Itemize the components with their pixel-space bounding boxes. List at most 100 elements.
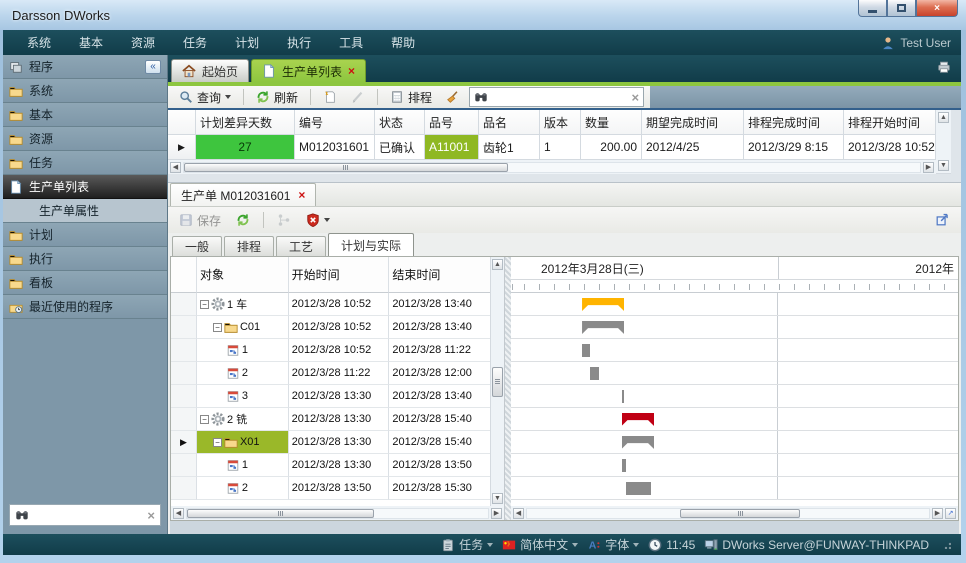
grid-col-header-计划差异天数[interactable]: 计划差异天数 [196,110,295,135]
schedule-button[interactable]: 排程 [385,87,437,108]
scroll-thumb[interactable] [187,508,374,518]
status-font-menu[interactable]: A 字体 [587,536,640,553]
gantt-bar-task[interactable] [626,482,652,495]
sidebar-item-看板[interactable]: 看板 [3,271,167,295]
tree-row-1[interactable]: 1 2012/3/28 10:52 2012/3/28 11:22 [171,339,490,362]
sidebar-item-执行[interactable]: 执行 [3,247,167,271]
menu-item-4[interactable]: 任务 [183,36,208,50]
close-button[interactable]: × [916,0,958,17]
tree-vscrollbar[interactable]: ▲ ▼ [490,257,504,506]
workflow-button[interactable] [272,211,296,229]
edit-button[interactable] [346,88,370,106]
tree-row-3[interactable]: 3 2012/3/28 13:30 2012/3/28 13:40 [171,385,490,408]
scroll-thumb[interactable] [679,508,801,518]
tree-collapse-icon[interactable]: − [212,437,222,447]
splitter-handle[interactable] [505,257,511,520]
tab-close-icon[interactable]: × [348,64,356,78]
tab-生产单列表[interactable]: 生产单列表 × [251,59,367,82]
tree-row-C01[interactable]: − C01 2012/3/28 10:52 2012/3/28 13:40 [171,316,490,339]
menu-item-1[interactable]: 系统 [27,36,52,50]
sidebar-item-生产单属性[interactable]: 生产单属性 [3,199,167,223]
cancel-confirm-button[interactable] [301,211,335,229]
filter-clear-icon[interactable]: × [631,89,640,105]
grid-col-header-品号[interactable]: 品号 [425,110,479,135]
tree-object-cell[interactable]: 3 [196,385,289,408]
grid-cell-排程完成时间[interactable]: 2012/3/29 8:15 [744,135,844,160]
scroll-up-icon[interactable]: ▲ [492,259,503,270]
query-button[interactable]: 查询 [174,87,236,108]
grid-cell-数量[interactable]: 200.00 [581,135,642,160]
tree-object-cell[interactable]: − X01 [196,431,289,454]
menu-item-6[interactable]: 执行 [287,36,312,50]
menu-item-5[interactable]: 计划 [235,36,260,50]
scroll-right-icon[interactable]: ▶ [491,507,502,519]
save-button[interactable]: 保存 [174,210,226,231]
sidebar-item-基本[interactable]: 基本 [3,103,167,127]
grid-col-header-期望完成时间[interactable]: 期望完成时间 [642,110,744,135]
tree-object-cell[interactable]: − 2 铣 [196,408,289,431]
tree-col-header-开始时间[interactable]: 开始时间 [288,257,390,293]
sidebar-item-任务[interactable]: 任务 [3,151,167,175]
grid-cell-品号[interactable]: A11001 [425,135,479,160]
minimize-button[interactable] [858,0,887,17]
grid-hscrollbar[interactable]: ◀ ▶ [168,160,936,174]
gantt-bar-summary[interactable] [582,298,624,311]
scroll-right-icon[interactable]: ▶ [932,507,943,519]
grid-col-header-版本[interactable]: 版本 [540,110,581,135]
tree-row-2[interactable]: 2 2012/3/28 13:50 2012/3/28 15:30 [171,477,490,500]
tree-object-cell[interactable]: 1 [196,454,289,477]
maximize-button[interactable] [887,0,916,17]
resize-grip[interactable] [942,540,951,549]
gantt-bar-task[interactable] [621,390,625,403]
tree-collapse-icon[interactable]: − [199,299,209,309]
user-badge[interactable]: Test User [881,36,951,50]
tree-row-1[interactable]: 1 2012/3/28 13:30 2012/3/28 13:50 [171,454,490,477]
status-language-menu[interactable]: 简体中文 [502,536,579,553]
grid-cell-编号[interactable]: M012031601 [295,135,375,160]
detail-doc-tab[interactable]: 生产单 M012031601 × [170,183,317,206]
grid-col-header-编号[interactable]: 编号 [295,110,375,135]
printer-icon[interactable] [937,60,951,74]
scroll-up-icon[interactable]: ▲ [938,112,949,123]
grid-col-header-状态[interactable]: 状态 [375,110,425,135]
sidebar-item-计划[interactable]: 计划 [3,223,167,247]
sidebar-collapse-button[interactable]: « [145,59,161,74]
detail-refresh-button[interactable] [231,211,255,229]
detail-tab-计划与实际[interactable]: 计划与实际 [328,233,415,256]
tree-col-header-对象[interactable]: 对象 [196,257,289,293]
filter-search-input[interactable]: × [469,87,645,107]
scroll-down-icon[interactable]: ▼ [938,160,949,171]
grid-cell-排程开始时间[interactable]: 2012/3/28 10:52 [844,135,936,160]
tree-object-cell[interactable]: − 1 车 [196,293,289,316]
tree-collapse-icon[interactable]: − [199,414,209,424]
scroll-right-icon[interactable]: ▶ [923,161,934,173]
status-task-menu[interactable]: 任务 [441,536,494,553]
tree-object-cell[interactable]: − C01 [196,316,289,339]
gantt-hscrollbar[interactable]: ◀ ▶ ↗ [511,506,958,520]
scroll-left-icon[interactable]: ◀ [170,161,181,173]
sidebar-search-input[interactable]: × [9,504,161,526]
tree-hscrollbar[interactable]: ◀ ▶ [171,506,504,520]
menu-item-3[interactable]: 资源 [131,36,156,50]
tree-col-header-结束时间[interactable]: 结束时间 [389,257,490,293]
tree-object-cell[interactable]: 2 [196,362,289,385]
sidebar-item-系统[interactable]: 系统 [3,79,167,103]
tree-object-cell[interactable]: 2 [196,477,289,500]
detail-tab-工艺[interactable]: 工艺 [276,236,327,256]
sidebar-item-最近使用的程序[interactable]: 最近使用的程序 [3,295,167,319]
tab-起始页[interactable]: 起始页 [171,59,250,82]
grid-col-header-排程完成时间[interactable]: 排程完成时间 [744,110,844,135]
grid-cell-版本[interactable]: 1 [540,135,581,160]
clean-button[interactable] [441,88,465,106]
scroll-left-icon[interactable]: ◀ [513,507,524,519]
sidebar-search-clear-icon[interactable]: × [147,507,155,523]
gantt-bar-task[interactable] [589,367,599,380]
gantt-bar-summary[interactable] [622,413,655,426]
grid-col-header-品名[interactable]: 品名 [479,110,540,135]
scroll-thumb[interactable] [184,162,508,172]
menu-item-8[interactable]: 帮助 [391,36,416,50]
grid-cell-期望完成时间[interactable]: 2012/4/25 [642,135,744,160]
sidebar-item-生产单列表[interactable]: 生产单列表 [3,175,167,199]
detail-tab-一般[interactable]: 一般 [172,236,223,256]
gantt-bar-summary[interactable] [582,321,624,334]
